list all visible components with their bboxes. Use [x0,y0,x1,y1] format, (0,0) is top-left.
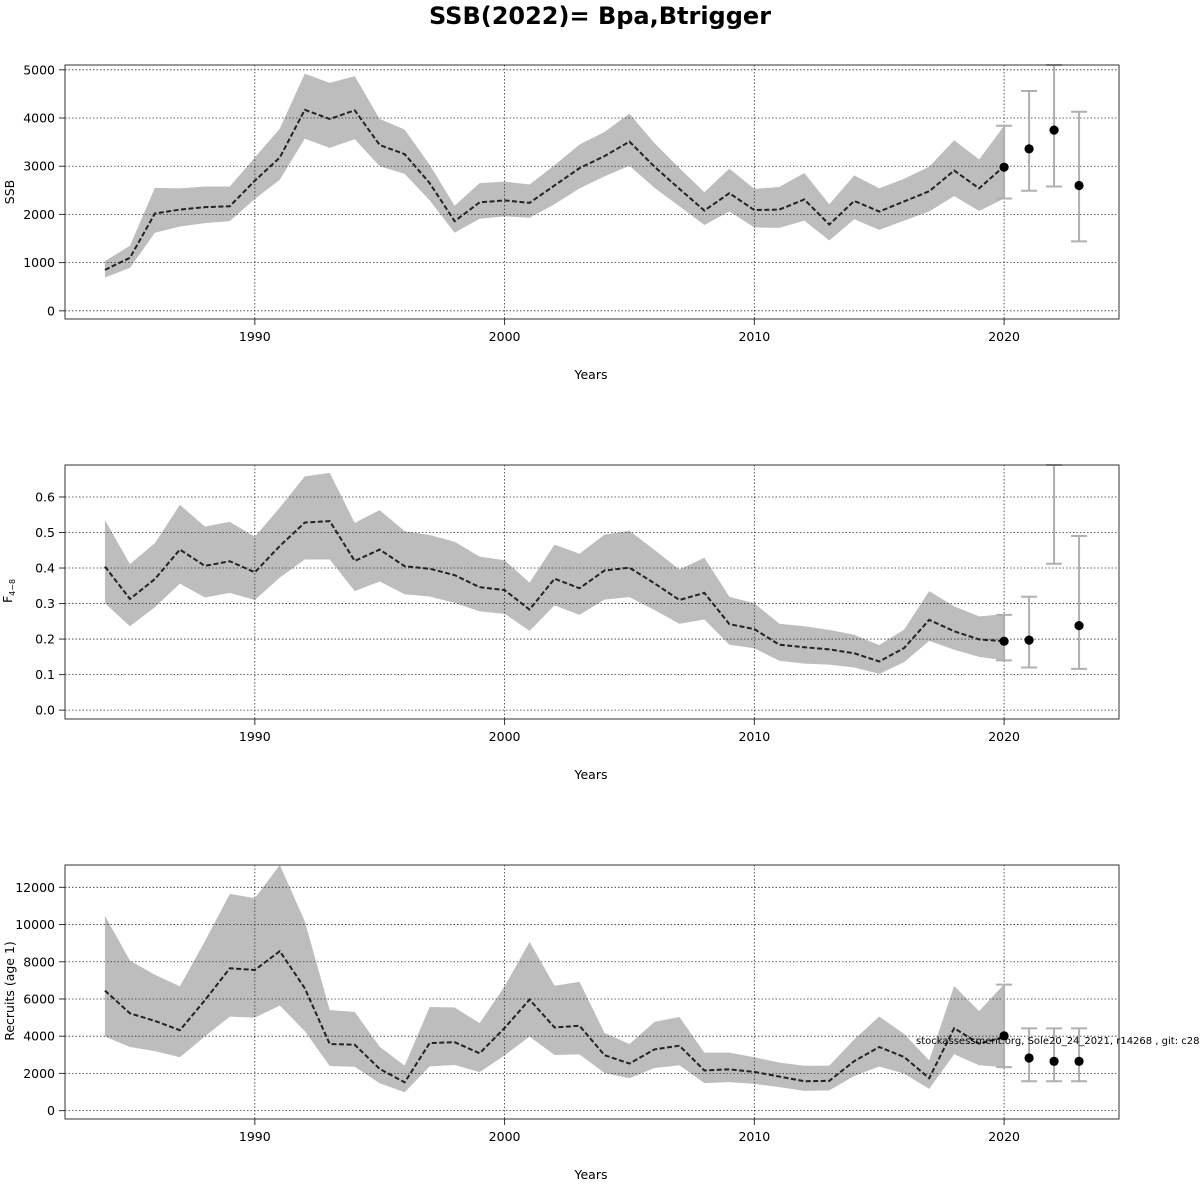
forecast-errorbar-ssb-2021 [1021,90,1038,192]
confidence-band-recruits [104,865,1005,1093]
x-tick-label: 2020 [988,1129,1020,1144]
x-tick-label: 1990 [239,1129,271,1144]
y-tick-label: 2000 [23,1066,55,1081]
plot-area-f [65,464,1119,719]
y-tick-label: 0 [47,1103,55,1118]
y-tick-label: 0.2 [35,632,55,647]
plot-area-ssb [65,64,1119,319]
y-tick-label: 3000 [23,159,55,174]
y-tick-label: 6000 [23,991,55,1006]
y-axis-label-recruits: Recruits (age 1) [2,941,17,1041]
panel-recruits: Years Recruits (age 1) 0 2000 4000 6000 8000… [2,864,1200,1182]
x-tick-label: 2010 [738,329,770,344]
forecast-point-recruits-2023 [1074,1056,1084,1066]
y-axis-label-f: F4−8 [0,579,17,603]
x-tick-label: 2000 [489,729,521,744]
forecast-point-recruits-2021 [1024,1053,1034,1063]
confidence-band-ssb [104,73,1005,278]
y-tick-label: 0 [47,303,55,318]
x-axis-label-f: Years [574,767,608,782]
forecast-errorbar-f-2023 [1071,535,1088,670]
plot-frame-recruits [64,864,1120,1120]
y-tick-label: 2000 [23,207,55,222]
forecast-errorbar-recruits-2023 [1071,1027,1088,1083]
x-tick-label: 1990 [239,729,271,744]
y-axis-label-ssb: SSB [2,180,17,204]
x-axis-label-ssb: Years [574,367,608,382]
x-tick-label: 2010 [738,729,770,744]
footer-annotation: stockassessment.org, Sole20_24_2021, r14… [916,1036,1200,1047]
x-tick-label: 2000 [489,329,521,344]
x-tick-label: 2010 [738,1129,770,1144]
chart-title: SSB(2022)= Bpa,Btrigger [429,2,771,30]
y-tick-label: 1000 [23,255,55,270]
x-tick-label: 2000 [489,1129,521,1144]
estimate-line-f [104,520,1005,663]
forecast-errorbar-ssb-2020 [996,124,1013,200]
y-tick-label: 0.6 [35,489,55,504]
forecast-errorbar-recruits-2022 [1046,1027,1063,1083]
panel-fishing-mortality: Years F4−8 0.0 0.1 0.2 0.3 0.4 0.5 0.6 1990 2000… [0,464,1120,782]
forecast-point-recruits-2020 [999,1031,1009,1041]
forecast-point-f-2021 [1024,635,1034,645]
panel-ssb: Years SSB 0 1000 2000 3000 4000 5000 1990 2000 2… [2,62,1120,382]
y-tick-label: 0.5 [35,525,55,540]
x-axis-label-recruits: Years [574,1167,608,1182]
y-tick-label: 12000 [15,880,55,895]
y-tick-label: 4000 [23,1029,55,1044]
x-tick-label: 2020 [988,729,1020,744]
x-tick-label: 1990 [239,329,271,344]
y-tick-label: 5000 [23,62,55,77]
forecast-point-ssb-2020 [999,162,1009,172]
forecast-point-recruits-2022 [1049,1056,1059,1066]
y-axis-label-f-sub: 4−8 [8,579,17,596]
y-tick-label: 4000 [23,111,55,126]
plot-area-recruits [65,865,1119,1119]
y-tick-label: 0.4 [35,561,55,576]
forecast-errorbar-ssb-2023 [1071,110,1088,243]
forecast-errorbar-recruits-2020 [996,983,1013,1069]
forecast-point-ssb-2023 [1074,180,1084,191]
forecast-point-ssb-2022 [1049,125,1059,135]
y-tick-label: 0.3 [35,596,55,611]
forecast-point-ssb-2021 [1024,144,1034,154]
y-tick-label: 0.0 [35,703,55,718]
confidence-band-f [104,472,1005,674]
y-tick-label: 8000 [23,954,55,969]
estimate-line-recruits [104,949,1005,1084]
forecast-errorbar-f-2021 [1021,595,1038,669]
y-axis-label-f-main: F [0,596,15,603]
plot-frame-f [64,464,1120,720]
plot-frame-ssb [64,64,1120,320]
forecast-errorbar-f-2022 [1046,464,1063,565]
estimate-line-ssb [104,108,1005,271]
forecast-point-f-2023 [1074,620,1084,631]
x-tick-label: 2020 [988,329,1020,344]
forecast-point-f-2020 [999,636,1009,646]
y-tick-label: 0.1 [35,667,55,682]
y-tick-label: 10000 [15,917,55,932]
